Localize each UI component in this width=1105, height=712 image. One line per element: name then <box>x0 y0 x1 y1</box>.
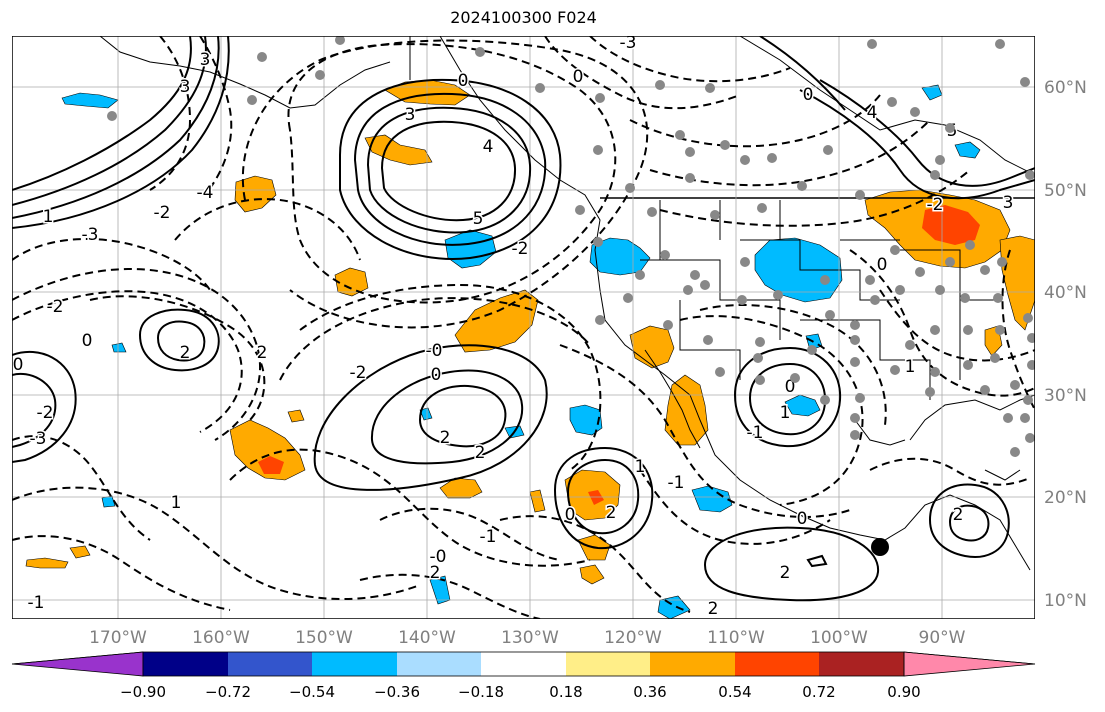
colorbar-tick-labels: −0.90 −0.72 −0.54 −0.36 −0.18 0.18 0.36 … <box>120 683 921 701</box>
contour-label: -2 <box>512 239 529 259</box>
contour-label: 0 <box>565 505 576 525</box>
contour-label: 2 <box>257 343 268 363</box>
colorbar-tick: 0.72 <box>802 683 835 701</box>
contour-label: 3 <box>1003 193 1014 213</box>
lon-label-170w: 170°W <box>89 628 147 648</box>
colorbar-segment <box>143 652 228 676</box>
colorbar-segment <box>481 652 566 676</box>
station-markers <box>107 36 1035 457</box>
contour-label: -1 <box>747 423 764 443</box>
contour-label: 4 <box>867 103 878 123</box>
contour-label: -3 <box>620 33 637 53</box>
lat-label-30n: 30°N <box>1044 386 1087 406</box>
contour-label: -2 <box>154 203 171 223</box>
lat-label-40n: 40°N <box>1044 283 1087 303</box>
contour-label: 4 <box>483 137 494 157</box>
contour-label: 0 <box>877 255 888 275</box>
contour-label: 3 <box>405 105 416 125</box>
contour-label: 0 <box>458 71 469 91</box>
tropical-cyclone-marker <box>871 538 889 556</box>
lon-label-150w: 150°W <box>295 628 353 648</box>
strong-anomaly-shading <box>258 205 980 505</box>
contour-label: 2 <box>430 563 441 583</box>
contour-label: -2 <box>47 297 64 317</box>
contour-label: 0 <box>431 365 442 385</box>
colorbar-tick: 0.18 <box>549 683 582 701</box>
colorbar-tick: −0.54 <box>289 683 335 701</box>
colorbar-tick: 0.90 <box>887 683 920 701</box>
lon-label-90w: 90°W <box>919 628 966 648</box>
map-area: 33030-345-2541-2-3-4-2202-2-00221-1-0210… <box>12 33 1035 619</box>
colorbar-tick: 0.54 <box>718 683 751 701</box>
contour-label: 2 <box>440 428 451 448</box>
contour-label: -3 <box>82 225 99 245</box>
contour-label: 1 <box>43 207 54 227</box>
contour-label: 2 <box>180 343 191 363</box>
contour-label: -4 <box>197 183 214 203</box>
contour-label: 1 <box>905 357 916 377</box>
contour-label: 1 <box>780 403 791 423</box>
contour-label: 1 <box>635 457 646 477</box>
colorbar-extend-high <box>903 651 1036 677</box>
contour-label: -2 <box>37 403 54 423</box>
lat-tick-labels: 60°N 50°N 40°N 30°N 20°N 10°N <box>1044 78 1087 611</box>
contour-label: 0 <box>803 85 814 105</box>
contour-label: 0 <box>797 509 808 529</box>
contour-label: -0 <box>430 547 447 567</box>
colorbar-segment <box>566 652 650 676</box>
negative-anomaly-shading <box>61 84 981 619</box>
colorbar-tick: −0.18 <box>458 683 504 701</box>
contour-label: 5 <box>473 209 484 229</box>
contour-label: 3 <box>200 50 211 70</box>
colorbar-tick: −0.72 <box>205 683 251 701</box>
lon-tick-labels: 170°W 160°W 150°W 140°W 130°W 120°W 110°… <box>89 628 966 648</box>
colorbar-segment <box>312 652 397 676</box>
contour-label-layer: 33030-345-2541-2-3-4-2202-2-00221-1-0210… <box>12 33 1015 619</box>
map-title: 2024100300 F024 <box>450 8 597 27</box>
colorbar-segment <box>228 652 312 676</box>
colorbar <box>11 651 1036 677</box>
lon-label-100w: 100°W <box>810 628 868 648</box>
lon-label-130w: 130°W <box>501 628 559 648</box>
contour-label: -2 <box>350 363 367 383</box>
colorbar-segment <box>819 652 904 676</box>
contour-label: 2 <box>606 503 617 523</box>
contour-label: 2 <box>780 563 791 583</box>
lon-label-120w: 120°W <box>604 628 662 648</box>
contour-label: 0 <box>82 331 93 351</box>
lon-label-160w: 160°W <box>192 628 250 648</box>
coastlines <box>99 36 1035 571</box>
contour-label: -1 <box>480 527 497 547</box>
colorbar-tick: −0.36 <box>374 683 420 701</box>
lat-label-20n: 20°N <box>1044 488 1087 508</box>
contour-label: -0 <box>426 341 443 361</box>
colorbar-tick: −0.90 <box>120 683 166 701</box>
contour-label: 0 <box>573 67 584 87</box>
contour-label: 2 <box>475 443 486 463</box>
contour-label: -3 <box>30 429 47 449</box>
contour-label: -2 <box>927 195 944 215</box>
lat-label-60n: 60°N <box>1044 78 1087 98</box>
lon-label-110w: 110°W <box>707 628 765 648</box>
colorbar-segment <box>397 652 481 676</box>
contour-label: 3 <box>180 77 191 97</box>
colorbar-extend-low <box>11 651 144 677</box>
colorbar-segment <box>650 652 735 676</box>
contour-label: 2 <box>708 599 719 619</box>
contour-label: 2 <box>953 505 964 525</box>
negative-contours <box>12 36 1035 619</box>
contour-label: -1 <box>28 593 45 613</box>
contour-label: 0 <box>13 355 24 375</box>
lat-label-10n: 10°N <box>1044 591 1087 611</box>
contour-label: 1 <box>171 493 182 513</box>
colorbar-tick: 0.36 <box>633 683 666 701</box>
lon-label-140w: 140°W <box>398 628 456 648</box>
colorbar-segment <box>735 652 819 676</box>
contour-label: -1 <box>668 473 685 493</box>
lat-label-50n: 50°N <box>1044 181 1087 201</box>
